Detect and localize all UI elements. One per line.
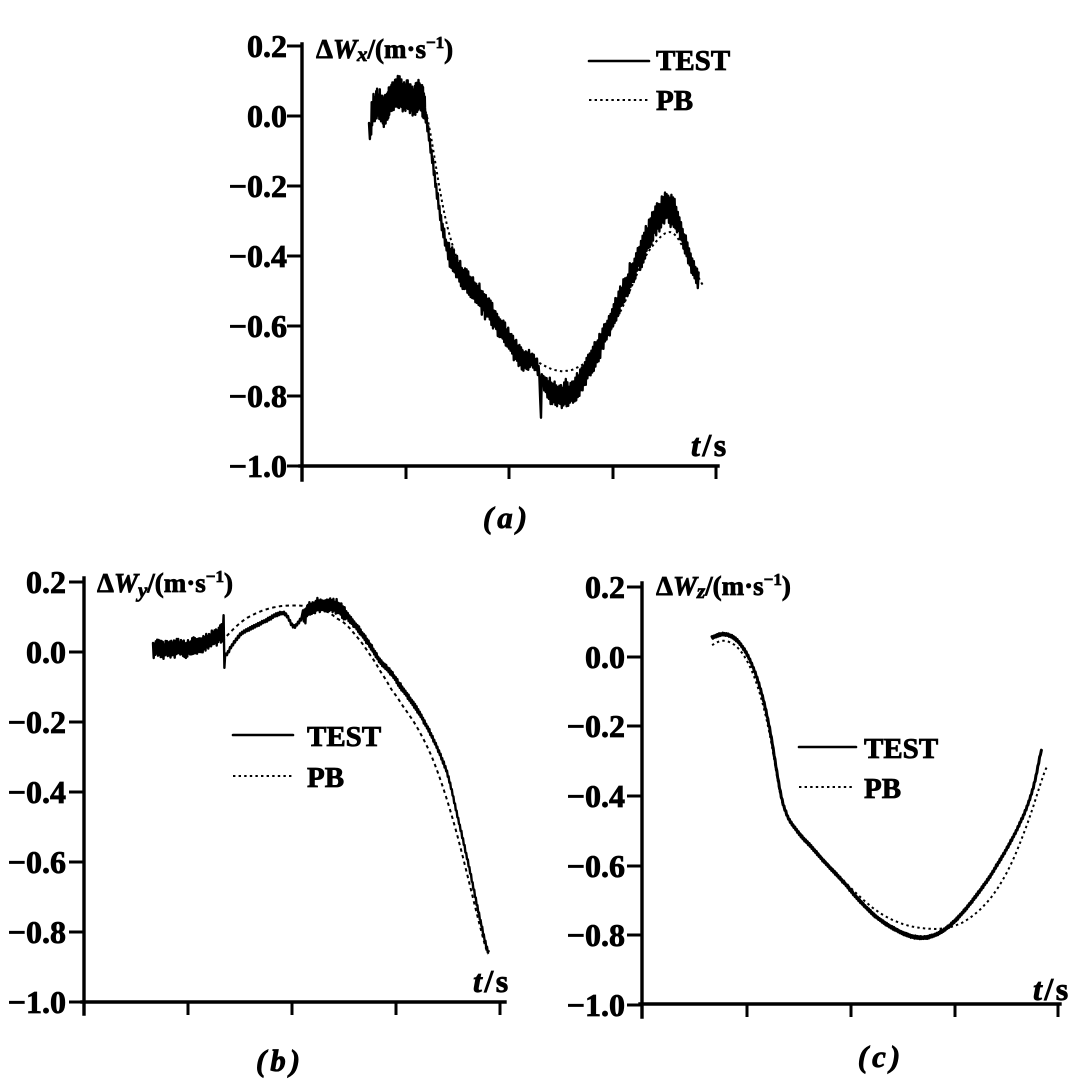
svg-text:−0.2: −0.2 [8,704,66,740]
svg-text:TEST: TEST [307,721,381,753]
svg-text:ΔWx/(m·s−1): ΔWx/(m·s−1) [316,33,453,66]
svg-text:(b): (b) [256,1043,304,1078]
svg-text:t/s: t/s [691,427,729,463]
svg-text:−0.4: −0.4 [567,778,625,814]
svg-text:0.0: 0.0 [247,98,287,134]
svg-text:ΔWy/(m·s−1): ΔWy/(m·s−1) [97,567,233,602]
svg-text:−1.0: −1.0 [8,984,66,1020]
svg-text:ΔWz/(m·s−1): ΔWz/(m·s−1) [656,570,791,603]
svg-text:−0.8: −0.8 [567,917,625,953]
svg-text:PB: PB [864,773,901,805]
svg-text:−0.8: −0.8 [229,378,287,414]
svg-text:PB: PB [307,762,344,794]
svg-text:0.0: 0.0 [585,639,625,675]
svg-text:0.2: 0.2 [247,28,287,64]
svg-text:−1.0: −1.0 [567,987,625,1023]
svg-text:−0.4: −0.4 [229,238,287,274]
svg-text:(a): (a) [483,500,531,535]
svg-text:−0.2: −0.2 [567,708,625,744]
svg-text:−1.0: −1.0 [229,448,287,484]
svg-text:TEST: TEST [656,45,730,77]
svg-text:t/s: t/s [473,963,511,999]
svg-text:(c): (c) [858,1039,904,1074]
svg-text:−0.2: −0.2 [229,168,287,204]
svg-text:0.0: 0.0 [26,634,66,670]
svg-text:TEST: TEST [864,733,938,765]
svg-text:−0.6: −0.6 [567,848,625,884]
svg-text:0.2: 0.2 [585,569,625,605]
svg-text:0.2: 0.2 [26,564,66,600]
svg-text:−0.8: −0.8 [8,914,66,950]
svg-text:PB: PB [656,85,693,117]
svg-text:t/s: t/s [1033,971,1071,1007]
svg-text:−0.4: −0.4 [8,774,66,810]
svg-text:−0.6: −0.6 [8,844,66,880]
svg-text:−0.6: −0.6 [229,308,287,344]
